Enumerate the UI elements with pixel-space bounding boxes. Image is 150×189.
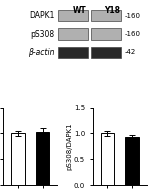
Bar: [11, 133, 25, 185]
Bar: [101, 133, 114, 185]
FancyBboxPatch shape: [58, 47, 88, 58]
Text: -160: -160: [125, 31, 141, 37]
Text: WT: WT: [72, 6, 86, 15]
Bar: [125, 137, 139, 185]
Text: Y18: Y18: [104, 6, 120, 15]
Text: -42: -42: [125, 50, 136, 55]
Text: pS308: pS308: [31, 30, 55, 39]
FancyBboxPatch shape: [91, 29, 121, 40]
Text: -160: -160: [125, 13, 141, 19]
FancyBboxPatch shape: [58, 10, 88, 21]
Text: DAPK1: DAPK1: [29, 11, 55, 20]
Y-axis label: pS308/DAPK1: pS308/DAPK1: [66, 123, 72, 170]
FancyBboxPatch shape: [58, 29, 88, 40]
Text: β-actin: β-actin: [28, 48, 55, 57]
Bar: [36, 132, 49, 185]
FancyBboxPatch shape: [91, 47, 121, 58]
FancyBboxPatch shape: [91, 10, 121, 21]
